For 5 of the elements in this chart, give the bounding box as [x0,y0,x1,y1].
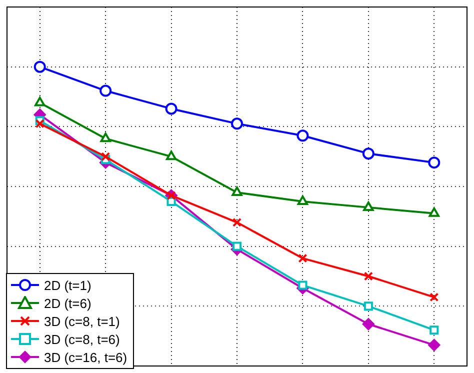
legend-label: 2D (t=1) [44,278,92,292]
legend-label: 3D (c=8, t=1) [44,314,120,328]
legend-label: 3D (c=16, t=6) [44,350,128,364]
legend-label: 3D (c=8, t=6) [44,332,120,346]
legend-label: 2D (t=6) [44,296,92,310]
